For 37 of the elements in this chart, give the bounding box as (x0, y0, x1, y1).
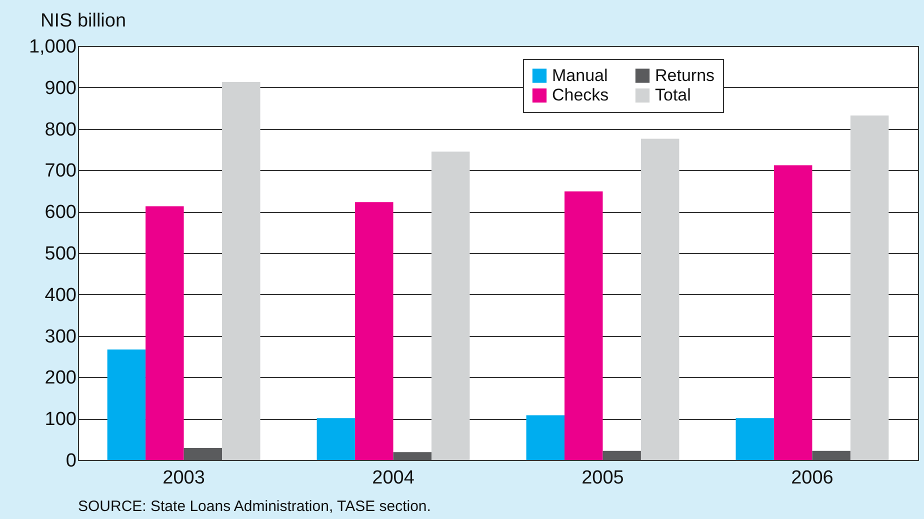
y-tick-label: 1,000 (28, 36, 76, 58)
bar (640, 138, 680, 460)
y-tick-label: 800 (44, 119, 76, 140)
source-note: SOURCE: State Loans Administration, TASE section. (78, 498, 431, 515)
y-tick-label: 400 (44, 284, 76, 306)
y-tick-label: 700 (44, 160, 76, 182)
bar (146, 206, 184, 460)
bar (736, 418, 774, 460)
y-tick-label: 0 (66, 450, 76, 472)
bar (107, 349, 146, 460)
y-tick-label: 300 (44, 326, 76, 348)
bar (850, 116, 889, 460)
x-tick-label: 2003 (162, 468, 205, 488)
x-tick-label: 2005 (582, 468, 624, 488)
bar (393, 452, 432, 460)
x-tick-label: 2004 (372, 468, 415, 488)
legend-label: Manual (552, 66, 608, 85)
bar (526, 415, 565, 460)
bar (222, 82, 260, 460)
bar (564, 191, 603, 460)
x-tick-label: 2006 (791, 468, 834, 488)
legend-label: Total (655, 86, 691, 104)
bar (355, 202, 394, 460)
bar (602, 450, 641, 460)
y-tick-label: 900 (44, 78, 76, 99)
y-tick-label: 500 (44, 244, 76, 264)
bar (184, 448, 222, 460)
legend-label: Checks (552, 86, 609, 104)
y-tick-label: 600 (44, 202, 76, 224)
bar (812, 450, 850, 460)
y-tick-label: 100 (44, 409, 76, 430)
y-tick-label: 200 (44, 368, 76, 389)
y-axis-title: NIS billion (40, 10, 126, 32)
legend-label: Returns (655, 66, 715, 85)
bar (774, 165, 812, 460)
bar (316, 418, 356, 460)
bar (431, 152, 470, 460)
